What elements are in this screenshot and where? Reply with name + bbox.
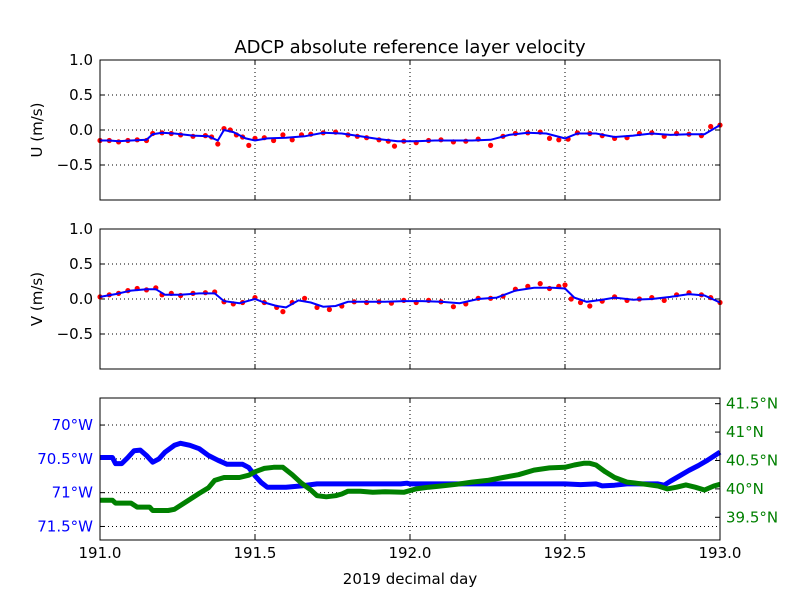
y-tick-label: 0.5 — [69, 86, 93, 104]
x-tick-label: 193.0 — [699, 544, 742, 562]
data-point-0-41 — [488, 142, 494, 148]
y-tick-label-right: 39.5°N — [726, 508, 778, 526]
y-tick-label: −0.5 — [57, 156, 93, 174]
data-point-0-46 — [546, 135, 553, 141]
x-tick-label: 192.0 — [389, 544, 432, 562]
y-tick-label-left: 71°W — [52, 484, 94, 502]
data-point-1-46 — [587, 303, 593, 309]
data-point-0-23 — [289, 137, 295, 143]
chart-title: ADCP absolute reference layer velocity — [234, 37, 586, 58]
y-tick-label-right: 40.5°N — [726, 451, 778, 469]
data-point-0-47 — [556, 137, 562, 143]
y-tick-label-left: 70.5°W — [37, 450, 93, 468]
y-tick-label: −0.5 — [57, 325, 93, 343]
data-point-0-60 — [708, 123, 714, 130]
data-point-1-40 — [537, 281, 543, 287]
y-axis-label-1: V (m/s) — [28, 272, 46, 326]
x-tick-label: 191.0 — [79, 544, 122, 562]
y-tick-label: 0.0 — [69, 290, 93, 308]
y-tick-label: 0.5 — [69, 255, 93, 273]
y-tick-label: 1.0 — [69, 51, 93, 69]
data-point-0-22 — [280, 132, 286, 138]
data-point-1-43 — [562, 282, 568, 288]
y-tick-label-left: 70°W — [52, 416, 94, 434]
data-point-1-45 — [577, 299, 584, 306]
data-point-0-18 — [246, 142, 252, 148]
latitude-line — [100, 460, 721, 513]
x-axis-label: 2019 decimal day — [343, 570, 478, 588]
y-tick-label-right: 41°N — [726, 423, 764, 441]
x-tick-label: 191.5 — [234, 544, 277, 562]
data-point-1-52 — [661, 297, 667, 303]
data-point-1-21 — [302, 295, 308, 301]
y-tick-label: 0.0 — [69, 121, 93, 139]
data-point-0-13 — [215, 141, 221, 147]
data-point-1-44 — [568, 296, 574, 302]
plot-frame-2 — [99, 397, 721, 541]
y-tick-label-right: 41.5°N — [726, 395, 778, 413]
y-tick-label-right: 40°N — [726, 480, 764, 498]
data-point-0-33 — [391, 143, 398, 149]
series-line-0-1 — [100, 124, 721, 143]
series-line-1-1 — [99, 286, 721, 309]
y-tick-label-left: 71.5°W — [37, 517, 93, 535]
data-point-1-33 — [450, 304, 456, 310]
plot-frame-0 — [99, 59, 721, 201]
x-tick-label: 192.5 — [544, 544, 587, 562]
data-point-1-22 — [314, 304, 320, 310]
y-axis-label-0: U (m/s) — [28, 103, 46, 158]
data-point-1-19 — [280, 309, 286, 315]
data-point-1-23 — [326, 306, 332, 313]
y-tick-label: 1.0 — [69, 220, 93, 238]
chart-panels: 1.0 0.5 0.0 −0.5 U (m/s) 1.0 0.5 0.0 −0.5 V (m/s)… — [28, 51, 778, 562]
plot-frame-1 — [99, 228, 721, 370]
